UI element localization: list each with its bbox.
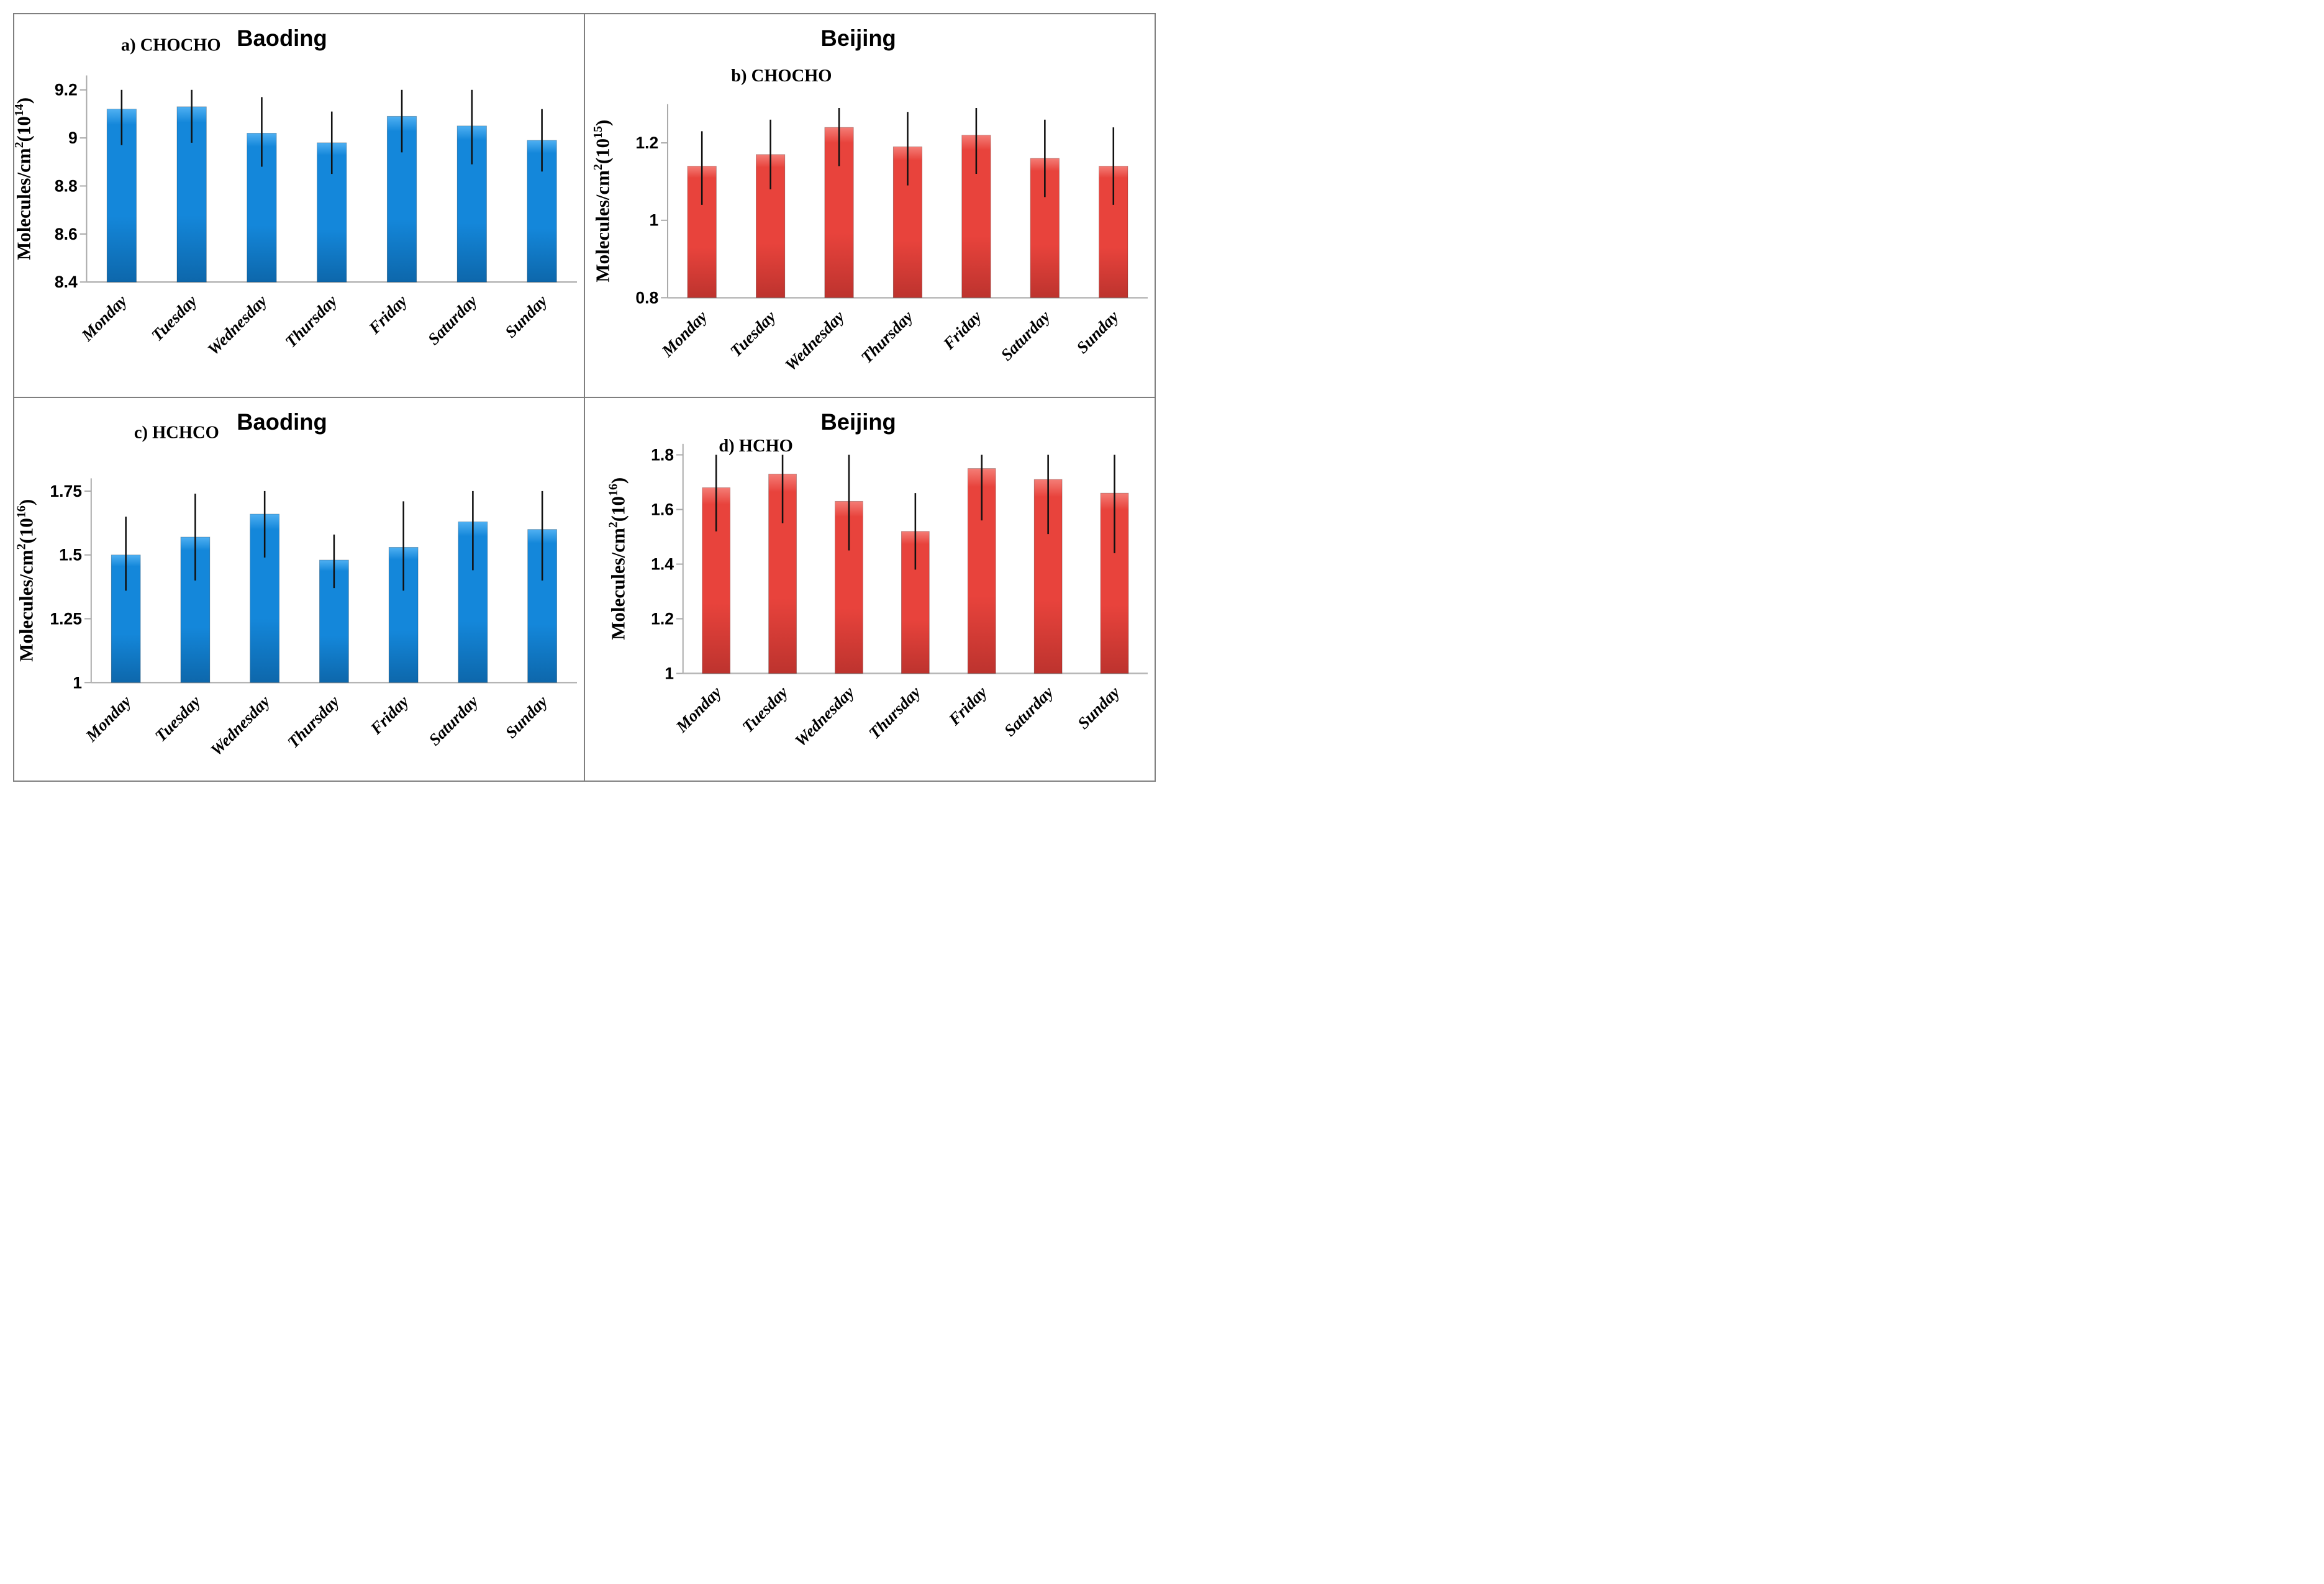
x-category-label: Sunday: [1074, 682, 1123, 733]
panel-label: c) HCHCO: [134, 422, 219, 442]
x-category-label: Friday: [945, 682, 991, 729]
x-category-label: Sunday: [501, 291, 551, 342]
chart-b-beijing-chocho: 0.8 1 1.2 Monday Tuesday Wednesday Thursday Fri…: [591, 25, 1148, 374]
chart-title: Beijing: [821, 409, 896, 435]
y-tick-label: 1.8: [651, 445, 674, 464]
chart-a-baoding-chocho: 8.4 8.6 8.8 9 9.2 Monday Tuesday Wednesday Thurs…: [14, 25, 577, 359]
y-tick-label: 9.2: [55, 81, 78, 99]
x-category-label: Tuesday: [152, 692, 204, 745]
panel-a-baoding-chocho: 8.4 8.6 8.8 9 9.2 Monday Tuesday Wednesday Thurs…: [14, 14, 584, 397]
panel-c-baoding-hchco: 1 1.25 1.5 1.75 Monday Tuesday Wednesday Thursd…: [14, 398, 584, 781]
chart-title: Baoding: [237, 25, 327, 51]
y-tick-label: 1.2: [635, 134, 658, 152]
y-tick-label: 1.4: [651, 554, 674, 573]
figure-page: 8.4 8.6 8.8 9 9.2 Monday Tuesday Wednesday Thurs…: [0, 0, 1166, 795]
x-category-label: Friday: [939, 307, 985, 353]
y-tick-label: 8.8: [55, 176, 78, 195]
y-tick-label: 1.5: [59, 546, 82, 564]
y-axis-title: Molecules/cm2(1016): [15, 499, 37, 662]
y-tick-label: 1.6: [651, 500, 674, 518]
figure-weekly-bar-charts: 8.4 8.6 8.8 9 9.2 Monday Tuesday Wednesday Thurs…: [13, 13, 1156, 782]
y-tick-label: 1.25: [50, 609, 82, 628]
x-category-label: Saturday: [424, 291, 481, 348]
panel-b-beijing-chocho: 0.8 1 1.2 Monday Tuesday Wednesday Thursday Fri…: [585, 14, 1155, 397]
x-category-label: Friday: [365, 291, 411, 338]
y-tick-label: 9: [68, 129, 78, 147]
x-category-label: Saturday: [997, 307, 1054, 364]
y-tick-label: 1: [649, 211, 658, 230]
x-category-label: Wednesday: [791, 682, 858, 750]
x-category-label: Tuesday: [727, 307, 779, 360]
y-tick-label: 0.8: [635, 288, 658, 307]
y-axis-title: Molecules/cm2(1014): [14, 97, 34, 260]
x-category-label: Wednesday: [207, 692, 273, 759]
x-category-label: Wednesday: [781, 307, 848, 374]
x-category-label: Thursday: [284, 692, 343, 752]
x-category-label: Friday: [366, 692, 412, 738]
chart-d-beijing-hcho: 1 1.2 1.4 1.6 1.8 Monday Tuesday Wednesday Thurs…: [607, 409, 1148, 750]
x-category-label: Saturday: [425, 692, 482, 749]
x-category-label: Saturday: [1001, 682, 1057, 740]
x-category-label: Thursday: [281, 291, 340, 351]
y-tick-label: 8.6: [55, 225, 78, 243]
x-category-label: Monday: [672, 682, 725, 736]
panel-d-beijing-hcho: 1 1.2 1.4 1.6 1.8 Monday Tuesday Wednesday Thurs…: [585, 398, 1155, 781]
x-category-label: Sunday: [502, 692, 551, 742]
panel-label: d) HCHO: [719, 436, 793, 456]
x-category-label: Wednesday: [204, 291, 270, 359]
x-category-label: Monday: [658, 307, 710, 361]
y-tick-label: 1.2: [651, 609, 674, 628]
chart-title: Baoding: [237, 409, 327, 435]
y-axis-title: Molecules/cm2(1016): [607, 477, 629, 640]
x-category-label: Monday: [78, 291, 130, 345]
y-tick-label: 8.4: [55, 273, 78, 291]
x-category-label: Thursday: [865, 682, 924, 743]
panel-label: a) CHOCHO: [121, 35, 221, 55]
x-category-label: Tuesday: [738, 682, 791, 736]
x-category-label: Monday: [81, 692, 134, 746]
y-tick-label: 1: [665, 664, 674, 682]
y-tick-label: 1: [73, 673, 82, 692]
y-tick-label: 1.75: [50, 482, 82, 500]
chart-title: Beijing: [821, 25, 896, 51]
chart-c-baoding-hchco: 1 1.25 1.5 1.75 Monday Tuesday Wednesday Thursd…: [15, 409, 577, 759]
x-category-label: Tuesday: [148, 291, 201, 345]
panel-label: b) CHOCHO: [731, 66, 832, 86]
y-axis-title: Molecules/cm2(1015): [591, 120, 614, 283]
x-category-label: Sunday: [1073, 307, 1122, 357]
x-category-label: Thursday: [857, 307, 916, 367]
